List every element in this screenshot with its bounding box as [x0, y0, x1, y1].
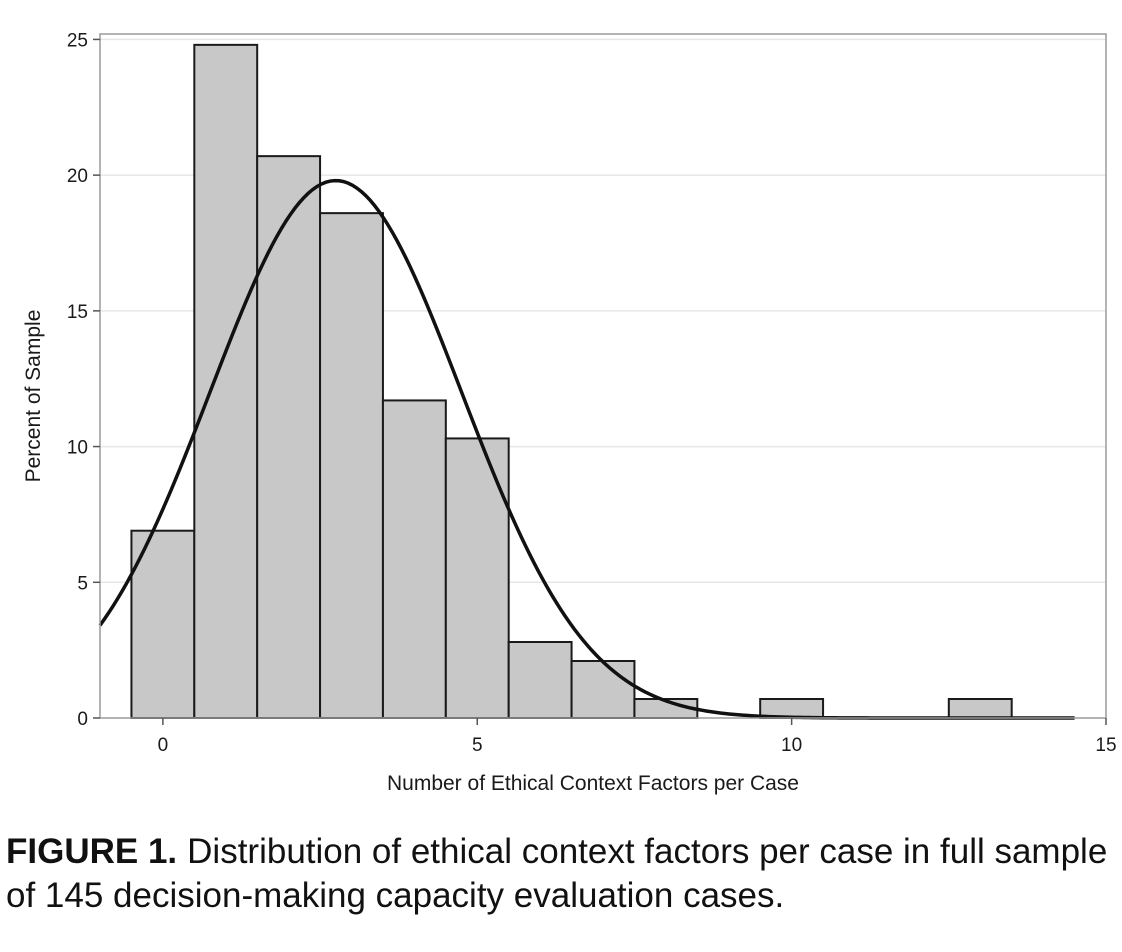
caption-label: FIGURE 1. — [6, 832, 178, 871]
y-tick-label: 0 — [77, 709, 88, 730]
x-tick-label: 10 — [781, 735, 802, 756]
x-tick-label: 5 — [472, 735, 483, 756]
histogram-bar — [256, 155, 322, 719]
y-axis: 0 5 10 15 20 25 — [67, 30, 100, 730]
histogram-bar — [130, 529, 196, 720]
histogram-bar — [319, 212, 384, 719]
x-tick-label: 15 — [1095, 735, 1116, 756]
histogram-bar — [381, 399, 447, 719]
caption-text: Distribution of ethical context factors … — [6, 832, 1108, 915]
y-axis-title: Percent of Sample — [22, 310, 45, 483]
plot-frame — [99, 33, 1107, 719]
y-tick-label: 20 — [67, 166, 88, 187]
y-tick-label: 25 — [67, 30, 88, 51]
histogram-bar — [507, 641, 573, 719]
histogram-bar — [444, 437, 510, 719]
y-tick-label: 10 — [67, 438, 88, 459]
figure-caption: FIGURE 1. Distribution of ethical context… — [6, 830, 1116, 918]
y-tick-label: 5 — [77, 573, 88, 594]
x-tick-label: 0 — [158, 735, 169, 756]
histogram-bar — [570, 660, 636, 719]
x-axis: 0 5 10 15 — [158, 718, 1117, 756]
y-tick-label: 15 — [67, 302, 88, 323]
histogram-bar — [193, 43, 259, 720]
histogram-chart: 0 5 10 15 20 25 0 5 10 15 Number of Ethical Cont… — [22, 30, 1117, 795]
histogram-bar — [947, 698, 1013, 719]
x-axis-title: Number of Ethical Context Factors per Ca… — [387, 772, 799, 795]
bars — [130, 43, 1013, 720]
